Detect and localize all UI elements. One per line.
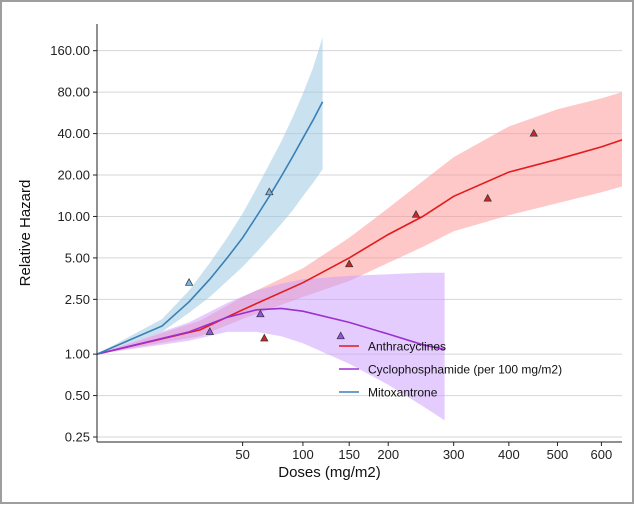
x-tick-label: 300	[443, 447, 465, 462]
mitoxantrone-confidence-band	[97, 37, 323, 355]
cyclophosphamide-data-point	[336, 331, 345, 340]
x-tick-label: 400	[498, 447, 520, 462]
cyclophosphamide-data-point	[205, 327, 214, 335]
x-axis-title: Doses (mg/m2)	[278, 464, 381, 481]
series-lines	[96, 101, 623, 355]
relative-hazard-chart: 0.25 0.50 1.00 2.50 5.00 10.00 20.00 40.00 80.00…	[17, 24, 623, 481]
cyclophosphamide-data-point	[256, 309, 265, 318]
anthracyclines-data-point	[411, 209, 421, 218]
anthracyclines-data-point	[529, 128, 538, 137]
y-tick-label: 0.25	[65, 430, 90, 445]
anthracyclines-data-point	[260, 333, 269, 342]
y-tick-label: 1.00	[65, 347, 90, 362]
anthracyclines-fit-line	[96, 139, 623, 355]
y-tick-label: 2.50	[65, 292, 90, 307]
anthracyclines-data-point	[345, 259, 354, 268]
data-points	[184, 128, 538, 342]
legend-label-anthracyclines: Anthracyclines	[368, 340, 446, 354]
legend-label-mitoxantrone: Mitoxantrone	[368, 386, 438, 400]
mitoxantrone-data-point	[184, 277, 194, 286]
y-tick-labels: 0.25 0.50 1.00 2.50 5.00 10.00 20.00 40.00 80.00…	[50, 43, 90, 444]
y-tick-label: 0.50	[65, 388, 90, 403]
x-tick-label: 150	[338, 447, 360, 462]
y-tick-label: 10.00	[57, 209, 90, 224]
mitoxantrone-data-point	[265, 187, 274, 196]
x-tick-label: 500	[547, 447, 569, 462]
cyclophosphamide-confidence-band	[97, 272, 445, 421]
x-tick-label: 600	[591, 447, 613, 462]
x-tick-label: 200	[377, 447, 399, 462]
legend-label-cyclophosphamide: Cyclophosphamide (per 100 mg/m2)	[368, 363, 562, 377]
y-tick-label: 160.00	[50, 43, 90, 58]
mitoxantrone-fit-line	[96, 101, 324, 355]
x-tick-labels: 50 100 150 200 300 400 500 600	[235, 442, 612, 462]
anthracyclines-confidence-band	[97, 92, 622, 355]
cyclophosphamide-fit-line	[96, 307, 445, 355]
y-axis-title: Relative Hazard	[17, 180, 34, 287]
y-tick-label: 80.00	[57, 85, 90, 100]
anthracyclines-data-point	[483, 193, 492, 202]
y-tick-label: 5.00	[65, 250, 90, 265]
confidence-bands	[97, 37, 622, 421]
x-tick-label: 50	[235, 447, 249, 462]
y-tick-label: 40.00	[57, 126, 90, 141]
legend: Anthracyclines Cyclophosphamide (per 100 …	[339, 340, 562, 400]
axes	[96, 24, 622, 443]
y-tick-label: 20.00	[57, 168, 90, 183]
x-tick-label: 100	[292, 447, 314, 462]
